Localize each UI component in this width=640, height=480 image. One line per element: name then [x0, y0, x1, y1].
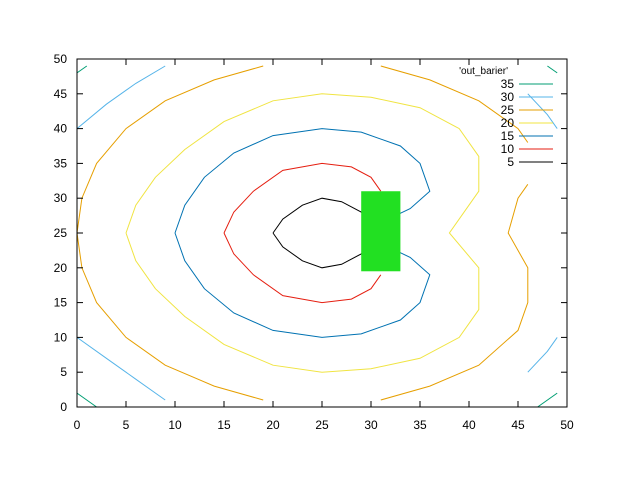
x-tick-label: 25	[315, 418, 329, 432]
contour-line-30	[527, 337, 558, 373]
y-tick-label: 35	[54, 156, 68, 170]
contour-line-35	[547, 65, 558, 74]
y-tick-label: 25	[54, 226, 68, 240]
contour-line-35	[76, 65, 88, 74]
contour-line-30	[76, 336, 166, 401]
contour-line-10	[223, 232, 382, 304]
contour-level-35	[76, 65, 558, 408]
barrier-rectangle	[361, 191, 401, 272]
contour-line-10	[223, 162, 382, 234]
legend-label: 10	[501, 142, 515, 156]
contour-line-30	[527, 93, 558, 129]
legend-label: 5	[507, 155, 514, 169]
y-tick-label: 30	[54, 191, 68, 205]
x-tick-label: 0	[74, 418, 81, 432]
legend-item-25: 25	[501, 103, 553, 117]
y-tick-label: 0	[60, 400, 67, 414]
x-tick-label: 10	[168, 418, 182, 432]
legend-label: 25	[501, 103, 515, 117]
y-tick-label: 50	[54, 52, 68, 66]
contour-level-30	[76, 65, 558, 401]
contour-line-30	[76, 65, 166, 129]
legend-label: 20	[501, 116, 515, 130]
y-tick-label: 10	[54, 330, 68, 344]
x-tick-label: 35	[413, 418, 427, 432]
contour-line-25	[380, 184, 529, 401]
legend-title: 'out_barier'	[459, 66, 508, 77]
contour-line-20	[125, 93, 480, 373]
contour-line-15	[174, 232, 431, 338]
contour-level-20	[125, 93, 480, 373]
contour-level-15	[174, 128, 431, 338]
y-tick-label: 20	[54, 261, 68, 275]
contour-lines	[76, 65, 558, 408]
contour-line-35	[537, 392, 558, 408]
x-tick-label: 15	[217, 418, 231, 432]
y-tick-label: 15	[54, 296, 68, 310]
x-tick-label: 45	[511, 418, 525, 432]
contour-level-10	[223, 162, 382, 304]
x-tick-label: 20	[266, 418, 280, 432]
x-axis: 0 5 10 15 20 25 30 35 40 45 50	[74, 59, 574, 432]
legend-label: 30	[501, 90, 515, 104]
legend-label: 15	[501, 129, 515, 143]
legend-item-5: 5	[507, 155, 553, 169]
y-tick-label: 45	[54, 87, 68, 101]
legend-item-35: 35	[501, 77, 553, 91]
x-tick-label: 40	[462, 418, 476, 432]
contour-line-35	[76, 392, 97, 408]
contour-line-15	[174, 128, 431, 234]
legend-item-10: 10	[501, 142, 553, 156]
y-tick-label: 5	[60, 365, 67, 379]
x-tick-label: 30	[364, 418, 378, 432]
contour-line-25	[380, 65, 529, 143]
legend-item-30: 30	[501, 90, 553, 104]
legend-item-20: 20	[501, 116, 553, 130]
x-tick-label: 5	[123, 418, 130, 432]
legend-item-15: 15	[501, 129, 553, 143]
y-tick-label: 40	[54, 122, 68, 136]
legend-label: 35	[501, 77, 515, 91]
x-tick-label: 50	[560, 418, 574, 432]
